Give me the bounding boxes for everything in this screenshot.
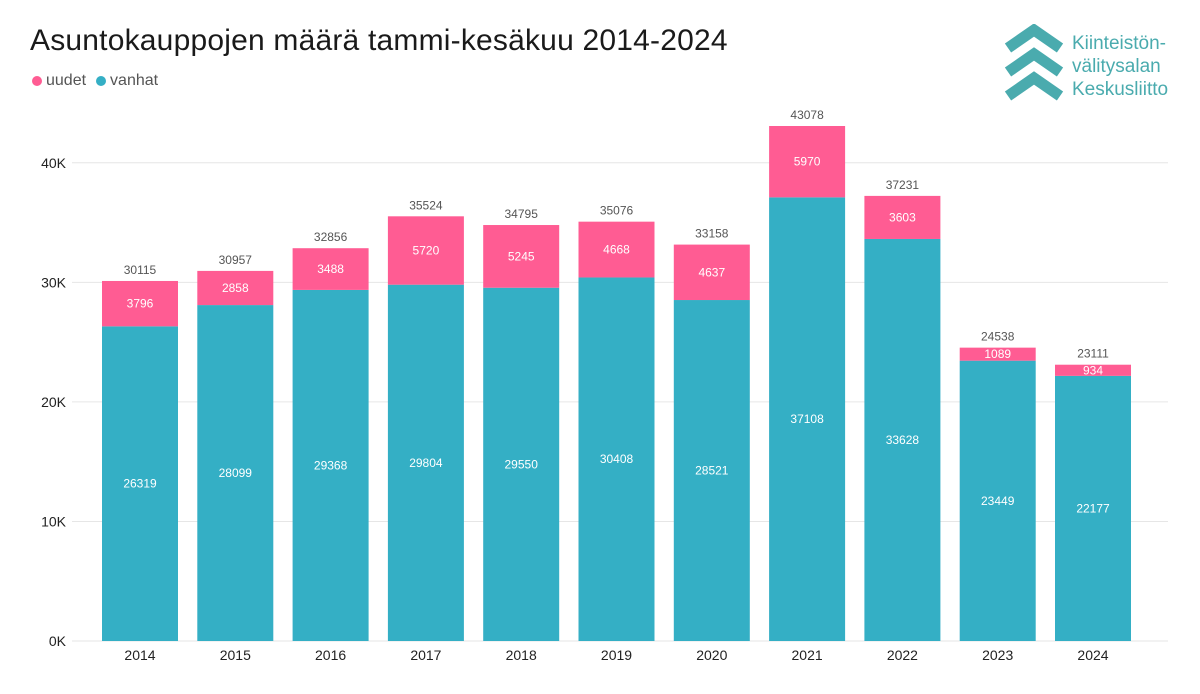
- x-tick-label: 2022: [887, 647, 918, 663]
- logo-line-3: Keskusliitto: [1072, 79, 1169, 100]
- bar-vanhat[interactable]: [1055, 375, 1131, 641]
- data-label-vanhat: 29368: [314, 458, 348, 472]
- legend-item-uudet[interactable]: uudet: [32, 72, 86, 90]
- bar-uudet[interactable]: [1055, 364, 1131, 376]
- data-label-vanhat: 26319: [123, 477, 157, 491]
- x-tick-label: 2016: [315, 647, 346, 663]
- data-label-vanhat: 29804: [409, 456, 443, 470]
- bar-uudet[interactable]: [578, 221, 655, 278]
- x-tick-label: 2020: [696, 647, 727, 663]
- chart-title: Asuntokauppojen määrä tammi-kesäkuu 2014…: [30, 24, 728, 57]
- data-label-total: 35076: [600, 204, 634, 218]
- data-label-uudet: 4637: [698, 265, 725, 279]
- x-tick-label: 2021: [792, 647, 823, 663]
- legend: uudet vanhat: [32, 72, 158, 90]
- data-label-uudet: 5720: [413, 243, 440, 257]
- bar-vanhat[interactable]: [578, 277, 655, 641]
- bar-vanhat[interactable]: [102, 326, 178, 641]
- bar-uudet[interactable]: [292, 248, 369, 290]
- bar-uudet[interactable]: [673, 244, 750, 301]
- bar-uudet[interactable]: [483, 225, 560, 288]
- bar-uudet[interactable]: [387, 216, 464, 285]
- data-label-total: 32856: [314, 230, 348, 244]
- bar-uudet[interactable]: [864, 195, 941, 239]
- data-label-total: 35524: [409, 198, 443, 212]
- bar-vanhat[interactable]: [483, 287, 560, 641]
- bar-uudet[interactable]: [769, 126, 846, 198]
- x-tick-label: 2018: [506, 647, 537, 663]
- legend-item-vanhat[interactable]: vanhat: [96, 72, 158, 90]
- data-label-total: 23111: [1077, 347, 1109, 361]
- y-tick-label: 10K: [41, 513, 67, 529]
- data-label-vanhat: 23449: [981, 494, 1015, 508]
- y-tick-label: 40K: [41, 155, 67, 171]
- data-label-total: 34795: [505, 207, 539, 221]
- data-label-total: 33158: [695, 227, 729, 241]
- data-label-vanhat: 28521: [695, 464, 729, 478]
- x-tick-label: 2023: [982, 647, 1013, 663]
- logo-chevrons-icon: [1004, 24, 1064, 101]
- data-label-total: 37231: [886, 178, 920, 192]
- x-tick-label: 2024: [1077, 647, 1108, 663]
- bar-uudet[interactable]: [959, 347, 1036, 361]
- data-label-uudet: 3603: [889, 210, 916, 224]
- legend-dot-uudet: [32, 76, 42, 86]
- y-tick-label: 0K: [49, 633, 67, 649]
- data-label-uudet: 3796: [127, 297, 154, 311]
- data-label-vanhat: 28099: [219, 466, 253, 480]
- bar-vanhat[interactable]: [864, 238, 941, 642]
- data-label-uudet: 1089: [984, 347, 1011, 361]
- legend-dot-vanhat: [96, 76, 107, 86]
- legend-label-vanhat: vanhat: [110, 72, 159, 89]
- x-tick-label: 2014: [124, 647, 155, 663]
- logo-text: Kiinteistön- välitysalan Keskusliitto: [1072, 32, 1168, 101]
- data-label-uudet: 5245: [508, 249, 535, 263]
- logo-line-1: Kiinteistön-: [1072, 33, 1166, 54]
- data-label-total: 24538: [981, 330, 1015, 344]
- bar-uudet[interactable]: [197, 270, 274, 306]
- x-tick-label: 2019: [601, 647, 632, 663]
- data-label-uudet: 934: [1083, 363, 1103, 377]
- logo-line-2: välitysalan: [1072, 56, 1161, 77]
- bar-vanhat[interactable]: [673, 300, 750, 641]
- bar-vanhat[interactable]: [769, 197, 846, 641]
- data-label-total: 30115: [124, 263, 157, 277]
- bar-vanhat[interactable]: [387, 284, 464, 641]
- bar-vanhat[interactable]: [959, 360, 1036, 641]
- y-tick-label: 20K: [41, 394, 67, 410]
- bar-vanhat[interactable]: [197, 305, 274, 641]
- data-label-vanhat: 30408: [600, 452, 634, 466]
- y-tick-label: 30K: [41, 274, 67, 290]
- bar-vanhat[interactable]: [292, 289, 369, 641]
- data-label-uudet: 3488: [317, 262, 344, 276]
- data-label-uudet: 5970: [794, 155, 821, 169]
- data-label-uudet: 2858: [222, 281, 249, 295]
- data-label-vanhat: 29550: [505, 457, 539, 471]
- data-label-total: 30957: [219, 253, 253, 267]
- bar-uudet[interactable]: [102, 280, 178, 327]
- legend-label-uudet: uudet: [46, 72, 87, 89]
- data-label-total: 43078: [790, 108, 824, 122]
- x-tick-label: 2015: [220, 647, 251, 663]
- data-label-vanhat: 37108: [790, 412, 824, 426]
- data-label-uudet: 4668: [603, 243, 630, 257]
- data-label-vanhat: 33628: [886, 433, 920, 447]
- x-tick-label: 2017: [410, 647, 441, 663]
- data-label-vanhat: 22177: [1076, 501, 1110, 515]
